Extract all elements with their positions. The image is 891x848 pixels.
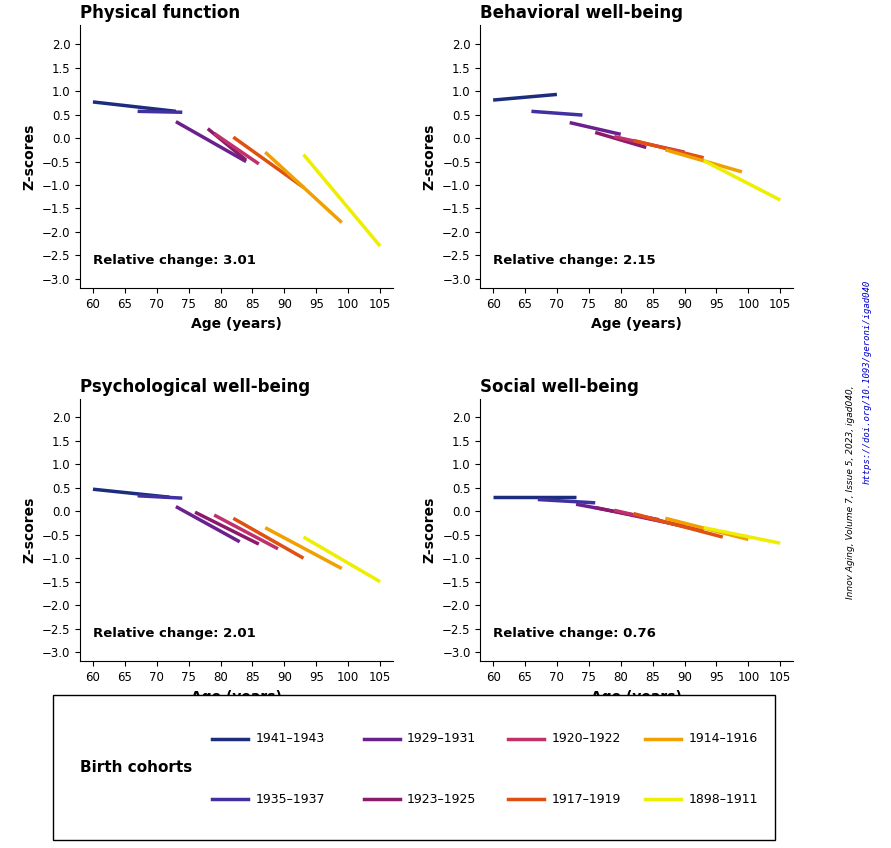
Text: Behavioral well-being: Behavioral well-being: [480, 4, 683, 23]
Text: https://doi.org/10.1093/geroni/igad040: https://doi.org/10.1093/geroni/igad040: [862, 280, 871, 483]
Text: 1935–1937: 1935–1937: [256, 793, 325, 806]
X-axis label: Age (years): Age (years): [191, 689, 282, 704]
Text: 1920–1922: 1920–1922: [552, 732, 621, 745]
Text: 1923–1925: 1923–1925: [407, 793, 477, 806]
Text: Relative change: 0.76: Relative change: 0.76: [493, 628, 656, 640]
Text: Birth cohorts: Birth cohorts: [80, 760, 192, 775]
Y-axis label: Z-scores: Z-scores: [422, 124, 437, 190]
Text: Relative change: 3.01: Relative change: 3.01: [93, 254, 256, 267]
Y-axis label: Z-scores: Z-scores: [22, 124, 37, 190]
Y-axis label: Z-scores: Z-scores: [422, 497, 437, 563]
Text: Innov Aging, Volume 7, Issue 5, 2023, igad040,: Innov Aging, Volume 7, Issue 5, 2023, ig…: [846, 385, 855, 599]
Text: Physical function: Physical function: [80, 4, 241, 23]
X-axis label: Age (years): Age (years): [592, 316, 683, 331]
X-axis label: Age (years): Age (years): [191, 316, 282, 331]
Text: Relative change: 2.15: Relative change: 2.15: [493, 254, 656, 267]
Text: 1917–1919: 1917–1919: [552, 793, 621, 806]
Text: Psychological well-being: Psychological well-being: [80, 377, 310, 396]
Y-axis label: Z-scores: Z-scores: [22, 497, 37, 563]
Text: 1929–1931: 1929–1931: [407, 732, 477, 745]
X-axis label: Age (years): Age (years): [592, 689, 683, 704]
Text: Relative change: 2.01: Relative change: 2.01: [93, 628, 256, 640]
Text: 1914–1916: 1914–1916: [689, 732, 758, 745]
Text: 1941–1943: 1941–1943: [256, 732, 325, 745]
FancyBboxPatch shape: [53, 695, 775, 840]
Text: Social well-being: Social well-being: [480, 377, 639, 396]
Text: 1898–1911: 1898–1911: [689, 793, 758, 806]
